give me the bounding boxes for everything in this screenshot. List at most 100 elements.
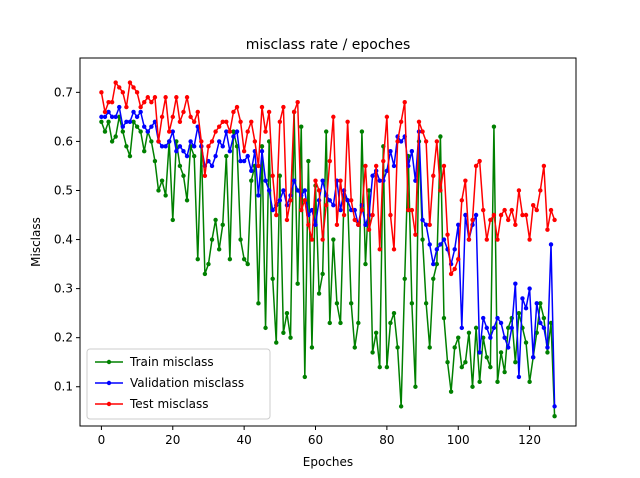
data-point <box>463 178 468 183</box>
data-point <box>530 203 536 208</box>
data-point <box>191 144 197 149</box>
data-point <box>256 193 261 198</box>
data-point <box>488 364 493 370</box>
data-point <box>195 109 200 115</box>
legend-label: Test misclass <box>129 397 209 411</box>
data-point <box>448 389 454 394</box>
data-point <box>131 109 136 115</box>
data-point <box>320 271 325 277</box>
data-point <box>463 212 468 218</box>
x-tick-label: 20 <box>165 433 180 447</box>
data-point <box>188 139 193 144</box>
data-point <box>388 212 393 218</box>
data-point <box>520 212 525 218</box>
data-point <box>152 119 158 124</box>
chart-title: misclass rate / epoches <box>246 37 411 53</box>
data-point <box>149 124 154 129</box>
data-point <box>127 80 133 85</box>
data-point <box>209 237 215 242</box>
data-point <box>195 256 200 262</box>
data-point <box>377 364 382 370</box>
data-point <box>270 276 275 281</box>
data-point <box>216 139 222 144</box>
data-point <box>288 198 293 203</box>
data-point <box>291 178 297 183</box>
data-point <box>523 340 529 345</box>
data-point <box>213 153 218 159</box>
data-point <box>284 310 290 316</box>
data-point <box>445 360 450 365</box>
data-point <box>152 158 158 164</box>
data-point <box>259 104 265 110</box>
data-point <box>345 198 350 203</box>
data-point <box>109 114 115 120</box>
data-point <box>434 261 440 267</box>
data-point <box>391 163 397 169</box>
x-tick-label: 60 <box>308 433 323 447</box>
data-point <box>352 217 357 223</box>
data-point <box>538 188 543 193</box>
data-point <box>306 158 311 164</box>
legend-swatch-marker <box>106 380 112 386</box>
data-point <box>431 261 436 267</box>
y-axis: 0.1 0.2 0.3 0.4 0.5 0.6 0.7 <box>54 85 80 394</box>
data-point <box>484 355 489 360</box>
data-point <box>363 163 368 169</box>
data-point <box>202 173 208 178</box>
data-point <box>456 335 461 340</box>
data-point <box>299 124 304 129</box>
data-point <box>445 232 450 237</box>
data-point <box>477 158 482 164</box>
data-point <box>384 364 390 370</box>
data-point <box>181 109 186 115</box>
data-point <box>377 247 382 252</box>
data-point <box>313 178 318 183</box>
data-point <box>241 149 247 154</box>
data-point <box>306 222 311 228</box>
data-point <box>213 217 218 223</box>
data-point <box>484 237 489 242</box>
data-point <box>552 413 557 419</box>
data-point <box>452 266 457 272</box>
data-point <box>534 301 539 306</box>
data-point <box>231 134 236 139</box>
data-point <box>441 315 447 321</box>
data-point <box>145 95 150 100</box>
data-point <box>438 188 443 193</box>
data-point <box>102 109 108 115</box>
data-point <box>391 310 397 316</box>
data-point <box>402 276 407 281</box>
data-point <box>167 129 172 134</box>
data-point <box>541 315 547 321</box>
data-point <box>348 198 354 203</box>
data-point <box>470 217 475 223</box>
data-point <box>234 129 240 134</box>
data-point <box>381 158 386 164</box>
data-point <box>388 320 393 326</box>
data-point <box>356 320 361 326</box>
data-point <box>299 207 304 213</box>
data-point <box>174 95 179 100</box>
data-point <box>520 296 525 301</box>
data-point <box>238 119 243 124</box>
data-point <box>177 144 183 149</box>
data-point <box>395 139 400 144</box>
data-point <box>527 379 532 385</box>
data-point <box>99 119 104 124</box>
data-point <box>473 212 479 218</box>
x-tick-label: 100 <box>447 433 470 447</box>
data-point <box>106 99 111 105</box>
data-point <box>409 301 415 306</box>
data-point <box>398 404 404 409</box>
data-point <box>277 173 283 178</box>
data-point <box>459 325 465 331</box>
data-point <box>506 217 511 223</box>
data-point <box>313 222 318 228</box>
data-point <box>413 232 418 237</box>
data-point <box>423 301 429 306</box>
data-point <box>256 301 261 306</box>
data-point <box>438 242 443 247</box>
data-point <box>434 247 440 252</box>
data-point <box>274 212 279 218</box>
x-axis: 0 20 40 60 80 100 120 <box>98 426 541 447</box>
